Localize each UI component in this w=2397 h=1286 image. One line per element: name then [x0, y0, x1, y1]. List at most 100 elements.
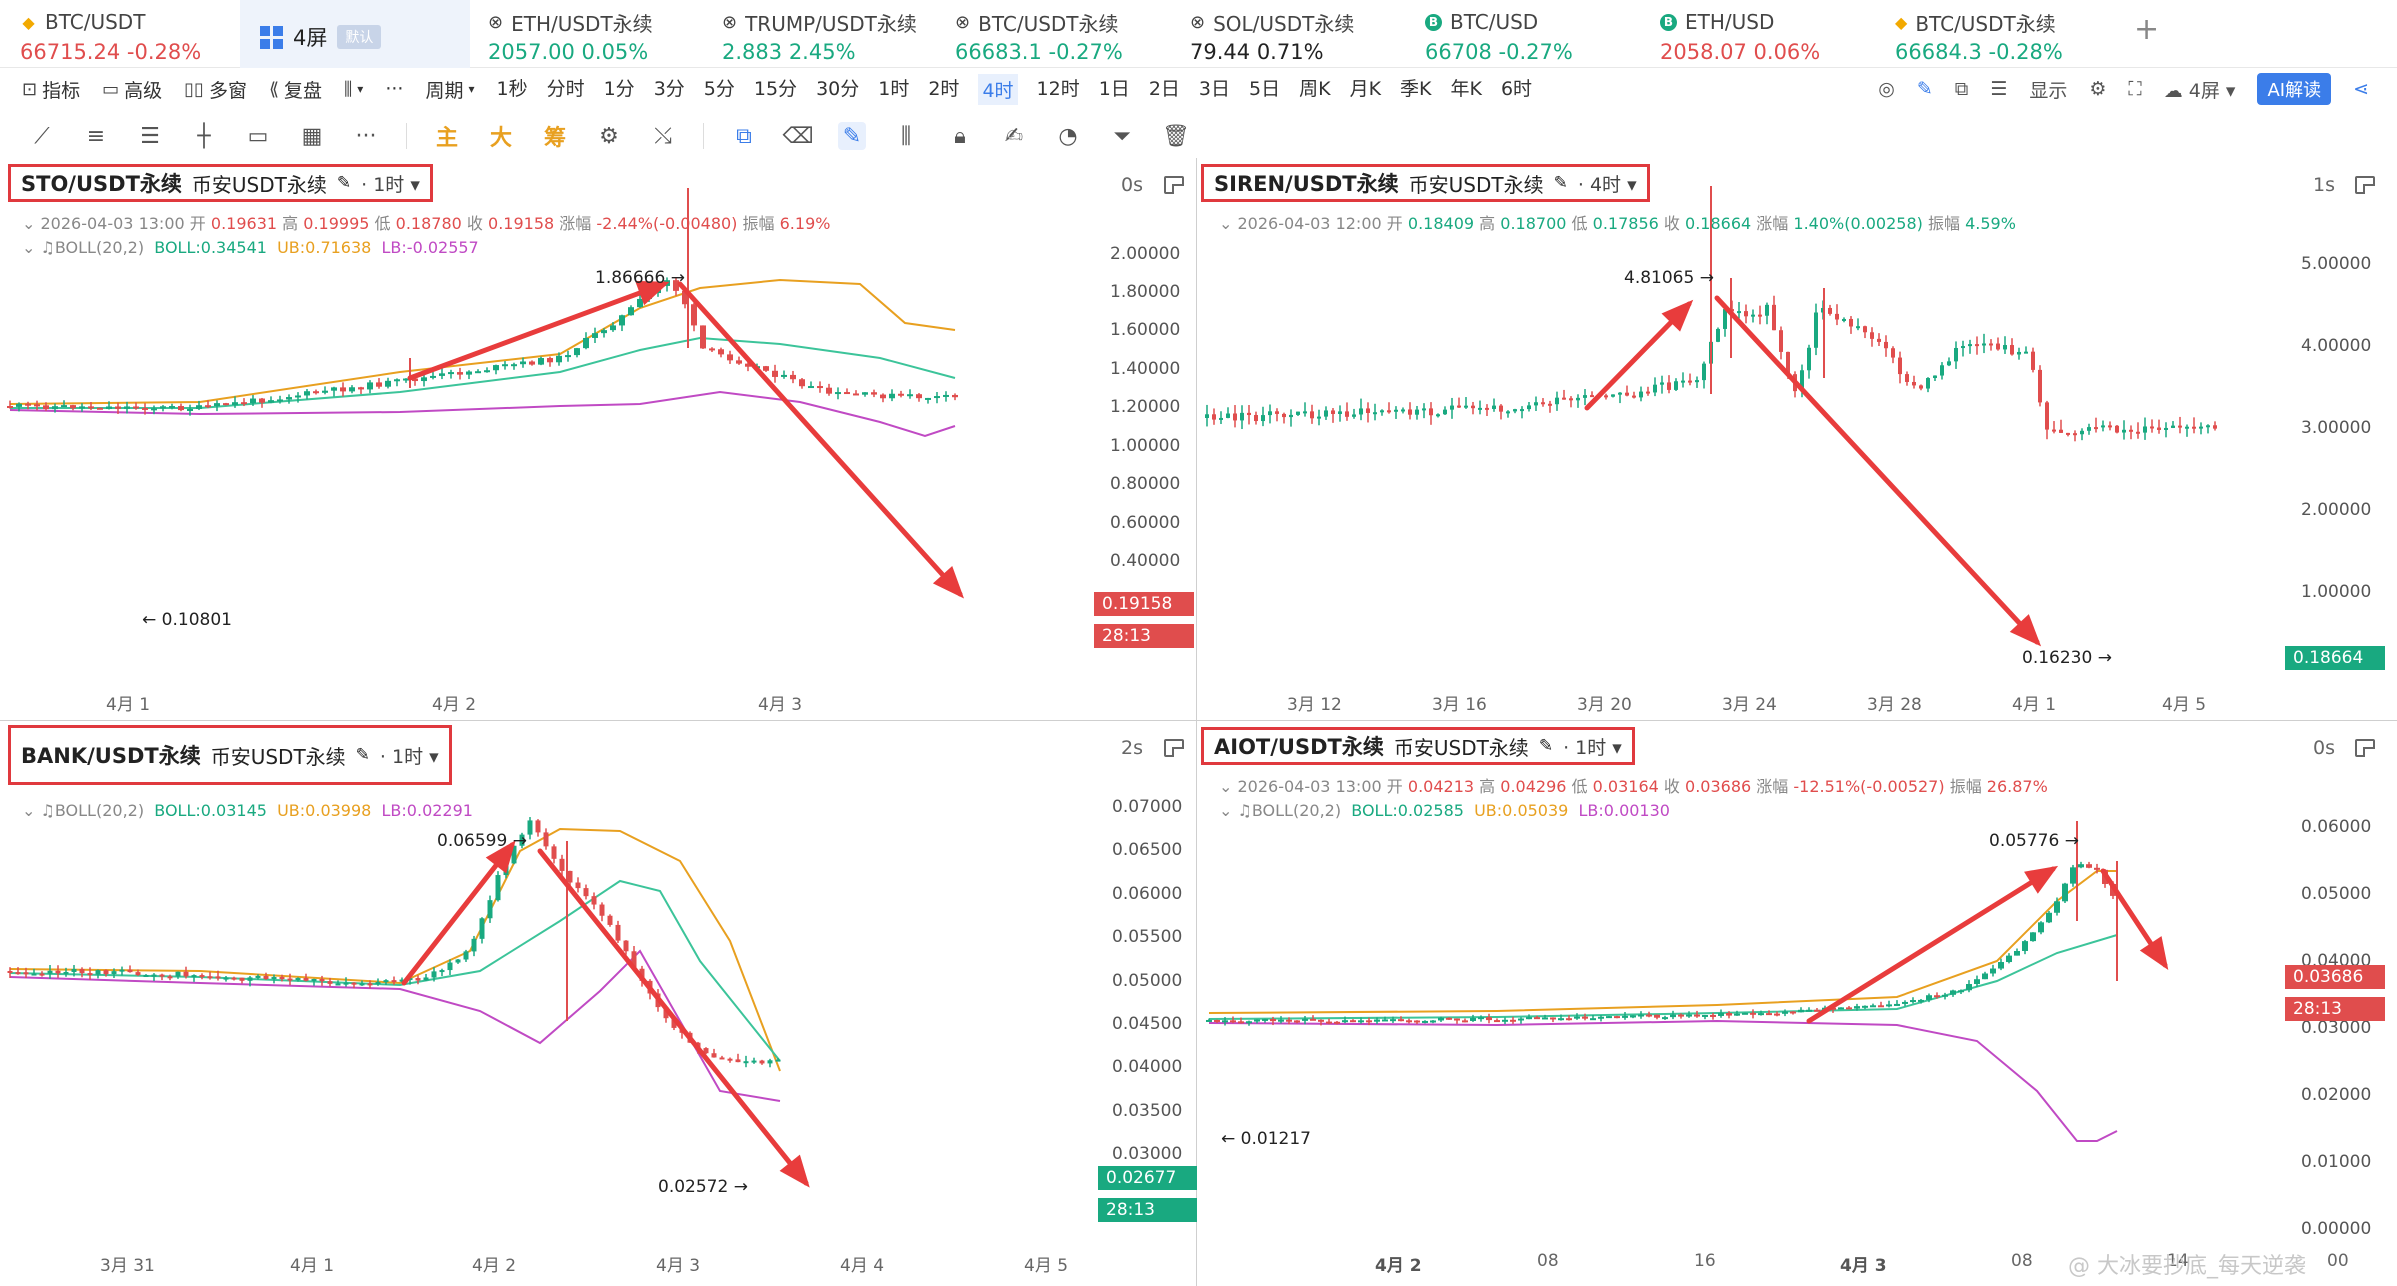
- collapse-icon[interactable]: ⌄: [22, 801, 36, 820]
- collapse-icon[interactable]: ⌄: [1219, 801, 1233, 820]
- panel-header[interactable]: SIREN/USDT永续 币安USDT永续 ✎ · 4时 ▾: [1201, 164, 1650, 202]
- collapse-icon[interactable]: ⌄: [1219, 777, 1233, 796]
- eraser-icon[interactable]: ⌫: [782, 123, 814, 149]
- pen-icon[interactable]: ✎: [1916, 78, 1933, 100]
- ticker-tab-sol-usdt-perp[interactable]: ⊗ SOL/USDT永续 79.44 0.71%: [1190, 11, 1355, 65]
- panel-header[interactable]: STO/USDT永续 币安USDT永续 ✎ · 1时 ▾: [8, 164, 433, 202]
- more-tools-icon[interactable]: ···: [355, 123, 377, 149]
- chart-panel-bank[interactable]: BANK/USDT永续 币安USDT永续 ✎ · 1时 ▾ ⌄ ♫BOLL(20…: [0, 721, 1198, 1286]
- period-option[interactable]: 6时: [1500, 77, 1533, 100]
- period-option[interactable]: 1日: [1098, 77, 1130, 100]
- maximize-icon[interactable]: [2355, 739, 2375, 757]
- period-option[interactable]: 5日: [1249, 77, 1281, 100]
- maximize-icon[interactable]: [2355, 176, 2375, 194]
- list-icon[interactable]: ☰: [1990, 78, 2008, 100]
- rectangle-icon[interactable]: ▭: [247, 123, 269, 149]
- more-button[interactable]: ···: [385, 78, 404, 100]
- period-option[interactable]: 周K: [1299, 77, 1331, 100]
- fib-lines-icon[interactable]: ☰: [140, 123, 160, 149]
- multi-window-button[interactable]: ▯▯ 多窗: [184, 78, 247, 102]
- chart-panel-aiot[interactable]: AIOT/USDT永续 币安USDT永续 ✎ · 1时 ▾ ⌄ 2026-04-…: [1197, 721, 2397, 1286]
- maximize-icon[interactable]: [1164, 739, 1184, 757]
- main-indicator-button[interactable]: 主: [435, 126, 458, 151]
- replay-button[interactable]: ⟪ 复盘: [268, 78, 322, 102]
- camera-icon[interactable]: ◎: [1878, 78, 1895, 100]
- period-option[interactable]: 2日: [1148, 77, 1180, 100]
- indicators-button[interactable]: ⊡ 指标: [22, 78, 81, 102]
- maximize-icon[interactable]: [1164, 176, 1184, 194]
- panel-header[interactable]: BANK/USDT永续 币安USDT永续 ✎ · 1时 ▾: [8, 725, 452, 785]
- ai-read-button[interactable]: AI解读: [2257, 73, 2332, 105]
- period-option[interactable]: 季K: [1400, 77, 1432, 100]
- period-option[interactable]: 4时: [978, 73, 1018, 105]
- collapse-icon[interactable]: ⌄: [1219, 214, 1233, 233]
- share-icon[interactable]: ⋖: [2353, 78, 2369, 100]
- lock-icon[interactable]: 🔒︎: [954, 123, 966, 149]
- edit-icon[interactable]: ✎: [355, 745, 370, 765]
- display-button[interactable]: 显示: [2029, 79, 2068, 102]
- add-tab-plus-icon[interactable]: +: [2134, 12, 2160, 47]
- period-option[interactable]: 30分: [816, 77, 860, 100]
- timeframe-dropdown[interactable]: · 4时 ▾: [1577, 173, 1637, 196]
- bell-icon[interactable]: ♫: [40, 801, 55, 820]
- advanced-button[interactable]: ▭ 高级: [102, 78, 163, 102]
- period-option[interactable]: 3日: [1198, 77, 1230, 100]
- ticker-tab-btc-usdt-perp[interactable]: ⊗ BTC/USDT永续 66683.1 -0.27%: [955, 11, 1123, 65]
- horizontal-line-icon[interactable]: ┼: [197, 123, 211, 149]
- alert-settings-icon[interactable]: ⚙: [599, 123, 619, 149]
- collapse-icon[interactable]: ⌄: [22, 214, 36, 233]
- hide-icon[interactable]: ◔: [1058, 123, 1078, 149]
- panel-header[interactable]: AIOT/USDT永续 币安USDT永续 ✎ · 1时 ▾: [1201, 727, 1635, 765]
- ticker-tab-btc-usd[interactable]: B BTC/USD 66708 -0.27%: [1425, 10, 1573, 64]
- collapse-icon[interactable]: ⌄: [22, 238, 36, 257]
- ticker-tab-trump-usdt-perp[interactable]: ⊗ TRUMP/USDT永续 2.883 2.45%: [722, 11, 917, 65]
- big-order-button[interactable]: 大: [489, 126, 512, 151]
- period-option[interactable]: 年K: [1450, 77, 1482, 100]
- bell-icon[interactable]: ♫: [1237, 801, 1252, 820]
- period-option[interactable]: 1秒: [496, 77, 528, 100]
- chart-panel-sto[interactable]: STO/USDT永续 币安USDT永续 ✎ · 1时 ▾ ⌄ 2026-04-0…: [0, 158, 1196, 720]
- brush-icon[interactable]: ✎: [838, 122, 866, 150]
- period-dropdown[interactable]: 周期 ▾: [425, 79, 475, 102]
- timeframe-dropdown[interactable]: · 1时 ▾: [1563, 736, 1622, 759]
- edit-icon[interactable]: ✎: [336, 173, 352, 193]
- period-option[interactable]: 2时: [928, 77, 960, 100]
- ticker-tab-btc-usdt[interactable]: ◆ BTC/USDT 66715.24 -0.28%: [20, 10, 202, 64]
- chart-canvas[interactable]: [1197, 721, 2397, 1286]
- period-option[interactable]: 月K: [1349, 77, 1382, 100]
- fullscreen-icon[interactable]: ⛶: [2128, 78, 2142, 100]
- trash-icon[interactable]: 🗑︎: [1162, 123, 1190, 149]
- layers-icon[interactable]: ⧉: [736, 123, 752, 149]
- popout-icon[interactable]: ⧉: [1954, 78, 1969, 100]
- draw-mode-icon[interactable]: ⤯: [654, 123, 672, 149]
- ticker-tab-eth-usdt-perp[interactable]: ⊗ ETH/USDT永续 2057.00 0.05%: [488, 11, 653, 65]
- period-option[interactable]: 3分: [653, 77, 685, 100]
- cloud-layout-dropdown[interactable]: ☁ 4屏 ▾: [2163, 79, 2236, 102]
- ticker-tab-eth-usd[interactable]: B ETH/USD 2058.07 0.06%: [1660, 10, 1821, 64]
- magnet-icon[interactable]: ⫼: [900, 123, 912, 149]
- edit-icon[interactable]: ✎: [1553, 173, 1568, 193]
- period-option[interactable]: 1分: [603, 77, 635, 100]
- filter-icon[interactable]: ⏷: [1113, 123, 1131, 149]
- period-option[interactable]: 15分: [753, 77, 798, 100]
- edit-icon[interactable]: ✍: [1004, 123, 1024, 149]
- trend-line-icon[interactable]: ⟋: [34, 123, 50, 149]
- ticker-tab-btc-usdt-perp-2[interactable]: ◆ BTC/USDT永续 66684.3 -0.28%: [1895, 11, 2063, 65]
- timeframe-dropdown[interactable]: · 1时 ▾: [379, 745, 439, 768]
- period-option[interactable]: 12时: [1036, 77, 1080, 100]
- period-option[interactable]: 5分: [703, 77, 735, 100]
- edit-icon[interactable]: ✎: [1538, 736, 1554, 756]
- chart-canvas[interactable]: [1197, 158, 2397, 720]
- period-option[interactable]: 1时: [878, 77, 910, 100]
- period-option[interactable]: 分时: [546, 77, 585, 100]
- chart-panel-siren[interactable]: SIREN/USDT永续 币安USDT永续 ✎ · 4时 ▾ ⌄ 2026-04…: [1197, 158, 2397, 720]
- chart-canvas[interactable]: [0, 158, 1196, 720]
- chart-type-button[interactable]: ⫼ ▾: [344, 79, 363, 100]
- chart-canvas[interactable]: [0, 721, 1196, 1286]
- ruler-icon[interactable]: ▦: [301, 123, 323, 149]
- screen-layout-tab[interactable]: 4屏 默认: [240, 0, 470, 68]
- bell-icon[interactable]: ♫: [40, 238, 55, 257]
- parallel-channel-icon[interactable]: ≡: [86, 123, 106, 149]
- chip-distribution-button[interactable]: 筹: [543, 126, 566, 151]
- settings-gear-icon[interactable]: ⚙: [2089, 78, 2107, 100]
